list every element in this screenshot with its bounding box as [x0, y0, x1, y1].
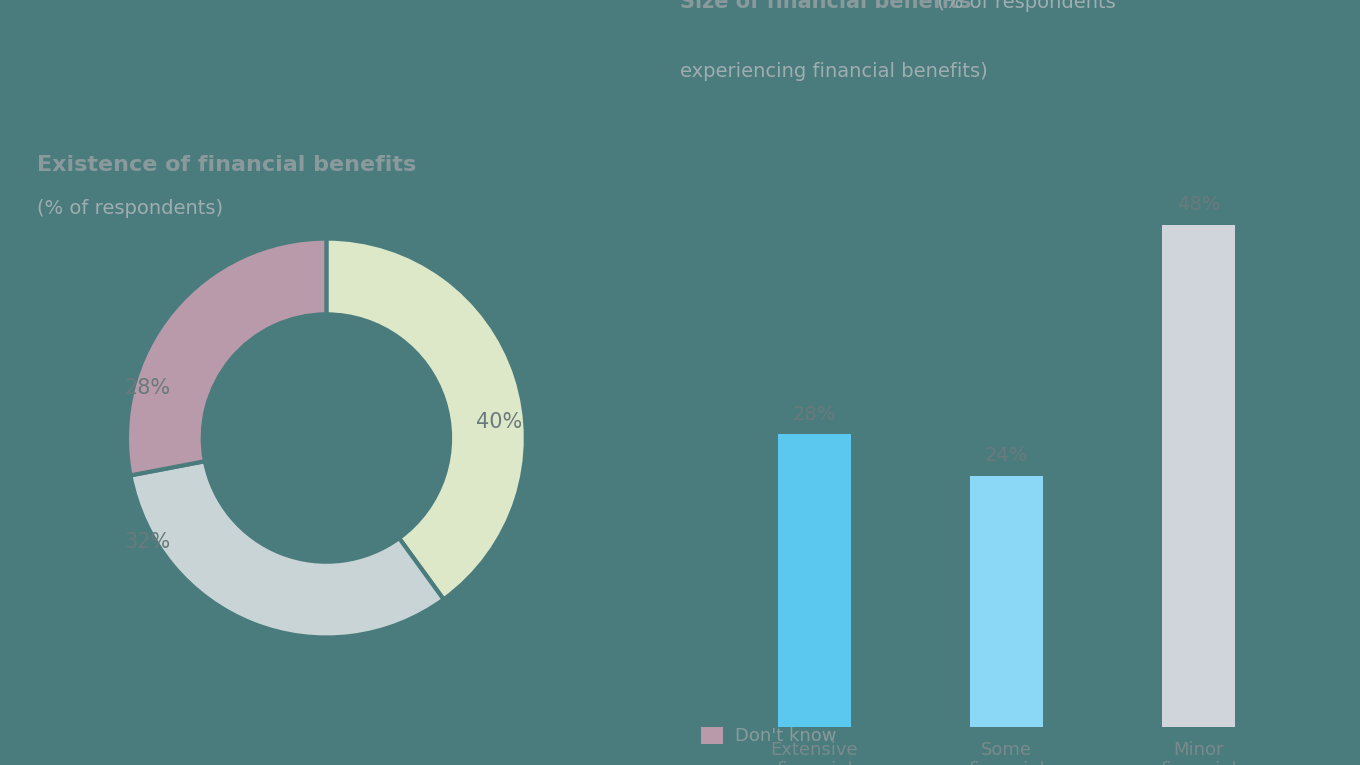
Bar — [778, 434, 851, 727]
Text: Existence of financial benefits: Existence of financial benefits — [37, 155, 416, 174]
Bar — [970, 476, 1043, 727]
Text: 24%: 24% — [985, 446, 1028, 465]
Text: 40%: 40% — [476, 412, 522, 432]
Text: 48%: 48% — [1176, 195, 1220, 214]
Text: 28%: 28% — [793, 405, 836, 424]
Text: 32%: 32% — [125, 532, 171, 552]
Text: (% of respondents: (% of respondents — [932, 0, 1117, 11]
Text: 28%: 28% — [125, 378, 171, 398]
Wedge shape — [326, 239, 526, 600]
Wedge shape — [126, 239, 326, 475]
Text: Size of financial benefits: Size of financial benefits — [680, 0, 971, 11]
Text: experiencing financial benefits): experiencing financial benefits) — [680, 62, 987, 80]
Wedge shape — [131, 461, 443, 637]
Bar — [1161, 225, 1235, 727]
Text: (% of respondents): (% of respondents) — [37, 199, 223, 218]
Legend: Yes, No, Don't know: Yes, No, Don't know — [694, 656, 845, 752]
